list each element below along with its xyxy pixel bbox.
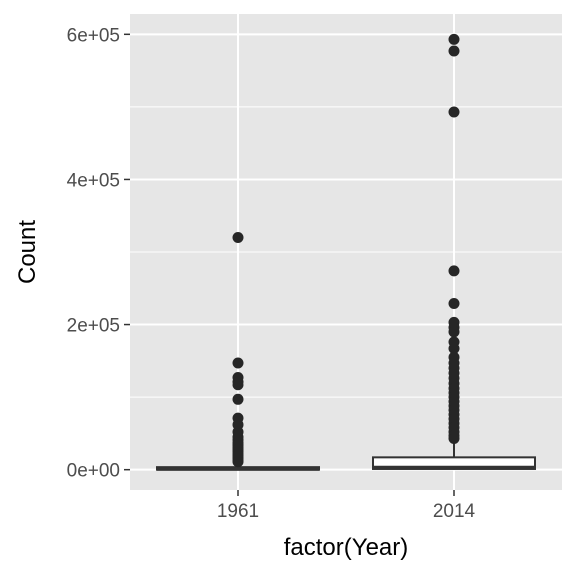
outlier-point xyxy=(232,231,244,243)
y-tick-label: 6e+05 xyxy=(67,25,120,46)
outlier-point xyxy=(232,393,244,405)
outlier-point xyxy=(448,265,460,277)
x-tick-label: 2014 xyxy=(433,501,476,522)
box-2014 xyxy=(372,33,536,470)
outlier-point xyxy=(448,343,460,355)
minor-gridlines xyxy=(130,106,562,398)
outlier-point xyxy=(448,326,460,338)
x-axis-title: factor(Year) xyxy=(284,534,409,561)
y-tick-label: 2e+05 xyxy=(67,316,120,337)
outlier-point xyxy=(448,45,460,57)
outlier-point xyxy=(448,432,460,444)
x-axis: 1961 2014 xyxy=(217,490,476,522)
box-1961 xyxy=(156,231,320,471)
y-axis: 0e+00 2e+05 4e+05 6e+05 xyxy=(67,25,130,482)
outlier-point xyxy=(448,298,460,310)
y-tick-label: 0e+00 xyxy=(67,461,120,482)
x-tick-label: 1961 xyxy=(217,501,259,522)
outlier-point xyxy=(448,106,460,118)
box-series xyxy=(156,33,536,471)
outlier-point xyxy=(232,456,244,468)
y-axis-title: Count xyxy=(14,220,41,284)
outlier-point xyxy=(232,357,244,369)
outlier-point xyxy=(448,33,460,45)
outlier-point xyxy=(232,379,244,391)
y-tick-label: 4e+05 xyxy=(67,170,120,191)
